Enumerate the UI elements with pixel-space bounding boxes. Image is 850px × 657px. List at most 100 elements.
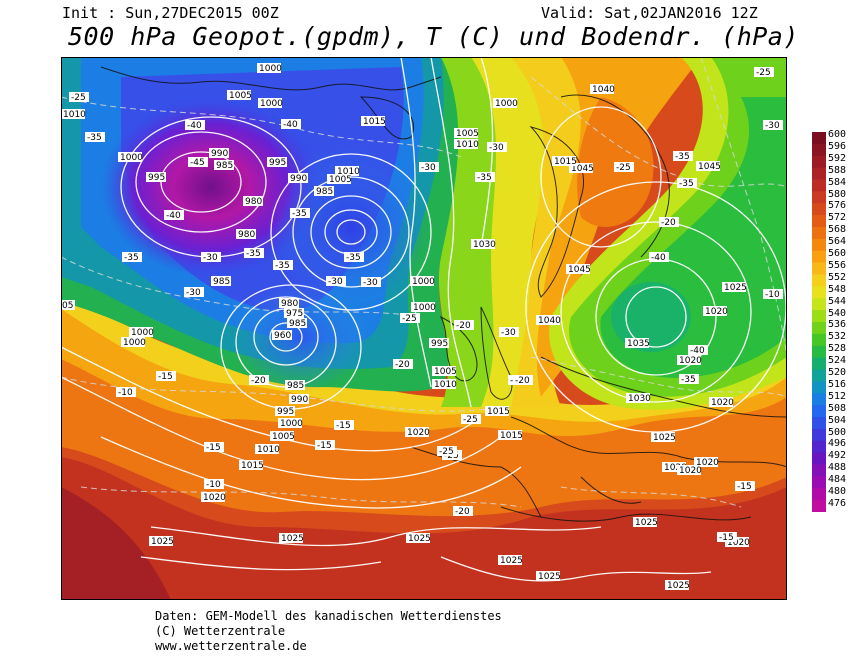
pressure-label: 985 xyxy=(211,276,231,287)
pressure-label: 1015 xyxy=(361,116,386,127)
colorbar-swatch xyxy=(812,203,826,216)
pressure-label: 985 xyxy=(287,318,307,329)
svg-text:1000: 1000 xyxy=(280,419,303,429)
temperature-label: -30 xyxy=(184,287,204,298)
temperature-label: -35 xyxy=(475,172,495,183)
svg-text:-15: -15 xyxy=(737,482,752,492)
colorbar-swatch xyxy=(812,155,826,169)
svg-text:1000: 1000 xyxy=(412,277,435,287)
svg-text:1020: 1020 xyxy=(407,428,430,438)
temperature-label: -30 xyxy=(201,252,221,263)
svg-text:-25: -25 xyxy=(402,314,417,324)
svg-text:980: 980 xyxy=(238,230,255,240)
pressure-label: 1010 xyxy=(432,379,457,390)
svg-text:-30: -30 xyxy=(501,328,516,338)
svg-text:-20: -20 xyxy=(395,360,410,370)
colorbar-tick-label: 532 xyxy=(828,331,847,343)
colorbar-tick-label: 572 xyxy=(828,212,847,224)
svg-text:-35: -35 xyxy=(275,261,290,271)
pressure-label: 1020 xyxy=(677,355,702,366)
colorbar-swatch xyxy=(812,393,826,406)
temperature-label: -10 xyxy=(204,479,224,490)
colorbar-tick-label: 484 xyxy=(828,474,847,486)
temperature-label: -15 xyxy=(717,532,737,543)
pressure-label: 1045 xyxy=(569,163,594,174)
temperature-label: -35 xyxy=(344,252,364,263)
svg-text:990: 990 xyxy=(211,149,228,159)
svg-text:-40: -40 xyxy=(690,346,705,356)
colorbar-swatch xyxy=(812,274,826,287)
pressure-label: 1025 xyxy=(279,533,304,544)
colorbar-swatch xyxy=(812,215,826,228)
svg-text:1010: 1010 xyxy=(63,110,86,120)
svg-text:-35: -35 xyxy=(246,249,261,259)
pressure-label: 1005 xyxy=(270,431,295,442)
pressure-label: 985 xyxy=(214,160,234,171)
map-frame xyxy=(61,57,787,600)
svg-text:1030: 1030 xyxy=(628,394,651,404)
temperature-label: -40 xyxy=(688,345,708,356)
valid-time: Valid: Sat,02JAN2016 12Z xyxy=(541,4,758,22)
svg-text:1020: 1020 xyxy=(711,398,734,408)
svg-text:1010: 1010 xyxy=(257,445,280,455)
temperature-label: -40 xyxy=(649,252,669,263)
svg-text:1020: 1020 xyxy=(203,493,226,503)
svg-text:1045: 1045 xyxy=(698,162,721,172)
pressure-label: 1025 xyxy=(149,536,174,547)
svg-text:990: 990 xyxy=(290,174,307,184)
colorbar-swatch xyxy=(812,143,826,157)
svg-text:1020: 1020 xyxy=(664,463,687,473)
colorbar-swatch xyxy=(812,428,826,442)
pressure-label: 995 xyxy=(267,157,287,168)
colorbar-tick-label: 548 xyxy=(828,283,847,295)
svg-text:-15: -15 xyxy=(206,443,221,453)
temperature-label: -20 xyxy=(453,506,473,517)
svg-text:1000: 1000 xyxy=(495,99,518,109)
colorbar-tick-label: 588 xyxy=(828,164,847,176)
pressure-label: 995 xyxy=(429,338,449,349)
pressure-label: 1045 xyxy=(566,264,591,275)
svg-text:1005: 1005 xyxy=(272,432,295,442)
svg-text:-40: -40 xyxy=(166,211,181,221)
pressure-label: 1000 xyxy=(118,152,143,163)
pressure-label: 980 xyxy=(236,229,256,240)
pressure-label: 1015 xyxy=(485,406,510,417)
svg-text:1015: 1015 xyxy=(554,157,577,167)
svg-text:995: 995 xyxy=(431,339,448,349)
temperature-label: -25 xyxy=(69,92,89,103)
pressure-label: 985 xyxy=(314,186,334,197)
colorbar-swatch xyxy=(812,417,826,430)
pressure-label: 1015 xyxy=(498,430,523,441)
svg-text:1020: 1020 xyxy=(727,538,750,548)
svg-text:-20: -20 xyxy=(515,376,530,386)
pressure-label: 1000 xyxy=(278,418,303,429)
svg-text:-40: -40 xyxy=(187,121,202,131)
pressure-label: 1025 xyxy=(665,580,690,591)
svg-text:1025: 1025 xyxy=(635,518,658,528)
footer-source: Daten: GEM-Modell des kanadischen Wetter… xyxy=(155,609,502,623)
pressure-label: 990 xyxy=(289,394,309,405)
temperature-label: -35 xyxy=(244,248,264,259)
colorbar-tick-label: 596 xyxy=(828,140,847,152)
pressure-label: 1025 xyxy=(651,432,676,443)
svg-text:1020: 1020 xyxy=(679,356,702,366)
pressure-label: 975 xyxy=(284,308,304,319)
svg-text:995: 995 xyxy=(277,407,294,417)
pressure-label: 995 xyxy=(275,406,295,417)
pressure-label: 995 xyxy=(146,172,166,183)
colorbar-tick-label: 528 xyxy=(828,343,847,355)
temperature-label: -20 xyxy=(249,375,269,386)
svg-text:-10: -10 xyxy=(765,290,780,300)
pressure-label: 1020 xyxy=(662,462,687,473)
pressure-label: 1020 xyxy=(677,465,702,476)
pressure-label: 985 xyxy=(285,380,305,391)
svg-text:-20: -20 xyxy=(251,376,266,386)
pressure-label: 1025 xyxy=(722,282,747,293)
svg-text:1020: 1020 xyxy=(679,466,702,476)
svg-text:1025: 1025 xyxy=(653,433,676,443)
pressure-label: 1025 xyxy=(633,517,658,528)
svg-text:990: 990 xyxy=(291,395,308,405)
svg-text:-35: -35 xyxy=(292,209,307,219)
temperature-label: -35 xyxy=(122,252,142,263)
svg-text:-15: -15 xyxy=(317,441,332,451)
